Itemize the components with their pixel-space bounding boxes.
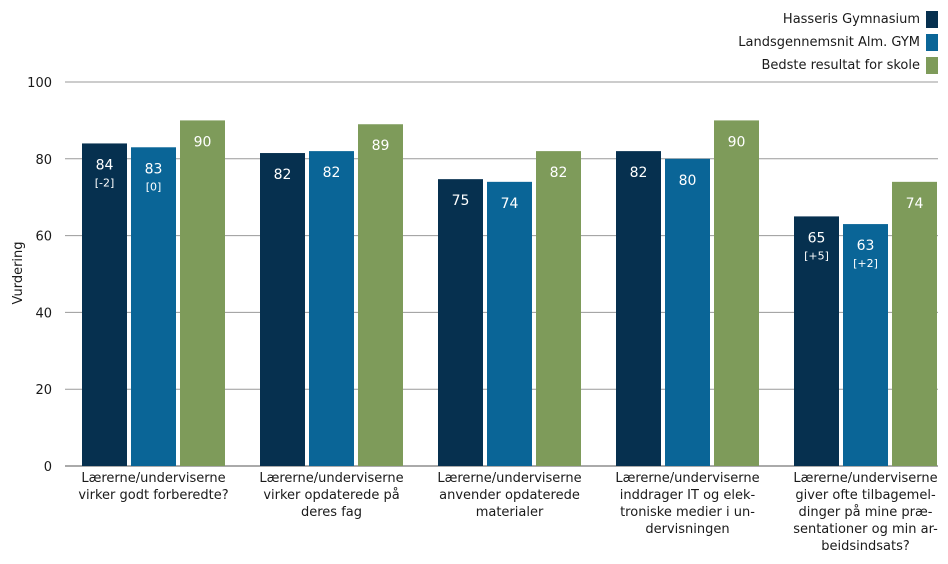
bar	[180, 120, 225, 467]
x-category-label: Lærerne/underviserne giver ofte tilbageme…	[793, 471, 938, 554]
bar-value-label: 90	[194, 134, 212, 150]
bar	[892, 181, 937, 466]
bar	[794, 216, 839, 466]
y-tick-label: 80	[35, 153, 52, 168]
bar-diff-label: [0]	[146, 180, 162, 193]
y-axis-ticks: 0 20 40 60 80 100	[27, 76, 52, 475]
legend-label: Landsgennemsnit Alm. GYM	[738, 35, 920, 50]
bar-value-label: 65	[808, 230, 826, 246]
legend-swatch	[926, 34, 938, 51]
x-category-label: Lærerne/underviserne anvender opdaterede m…	[437, 471, 581, 520]
y-tick-label: 0	[44, 460, 52, 475]
y-tick-label: 40	[35, 306, 52, 321]
bar-diff-label: [-2]	[95, 176, 115, 189]
bar-value-label: 82	[323, 165, 341, 181]
bar-value-label: 75	[452, 193, 470, 209]
bar-value-label: 90	[728, 134, 746, 150]
x-category-label: Lærerne/underviserne virker godt forbered…	[78, 471, 228, 503]
bar	[131, 147, 176, 466]
bar-value-label: 89	[372, 138, 390, 154]
legend-item: Hasseris Gymnasium	[738, 8, 938, 31]
bar-value-label: 82	[630, 165, 648, 181]
legend: Hasseris Gymnasium Landsgennemsnit Alm. G…	[738, 8, 938, 77]
legend-label: Hasseris Gymnasium	[782, 12, 920, 27]
bar	[536, 151, 581, 466]
y-axis-label: Vurdering	[11, 241, 26, 304]
legend-item: Bedste resultat for skole	[738, 54, 938, 77]
bar	[260, 153, 305, 467]
bar	[487, 181, 532, 466]
bar	[309, 151, 354, 466]
x-axis-labels: Lærerne/underviserne virker godt forbered…	[78, 471, 938, 554]
bar-value-label: 82	[550, 165, 568, 181]
bar-diff-label: [+2]	[853, 257, 878, 270]
bar	[843, 224, 888, 466]
bars: 84 [-2] 83 [0] 90 82 82 89 75 74 82 82 80 90 65 [+5] 63 […	[82, 120, 937, 467]
bar	[438, 179, 483, 467]
bar	[616, 151, 661, 466]
bar-value-label: 63	[857, 238, 875, 254]
legend-swatch	[926, 11, 938, 28]
bar-value-label: 74	[906, 196, 924, 212]
bar-diff-label: [+5]	[804, 249, 829, 262]
x-category-label: Lærerne/underviserne inddrager IT og elek…	[615, 471, 759, 537]
bar	[665, 158, 710, 467]
x-category-label: Lærerne/underviserne virker opdaterede på…	[259, 471, 403, 520]
legend-swatch	[926, 57, 938, 74]
y-tick-label: 20	[35, 383, 52, 398]
bar	[82, 143, 127, 466]
y-tick-label: 100	[27, 76, 52, 91]
bar-value-label: 83	[145, 161, 163, 177]
legend-item: Landsgennemsnit Alm. GYM	[738, 31, 938, 54]
bar	[714, 120, 759, 467]
legend-label: Bedste resultat for skole	[761, 58, 920, 73]
bar-value-label: 80	[679, 173, 697, 189]
bar-value-label: 82	[274, 167, 292, 183]
bar-value-label: 84	[96, 157, 114, 173]
bar-value-label: 74	[501, 196, 519, 212]
y-tick-label: 60	[35, 230, 52, 245]
bar	[358, 124, 403, 467]
